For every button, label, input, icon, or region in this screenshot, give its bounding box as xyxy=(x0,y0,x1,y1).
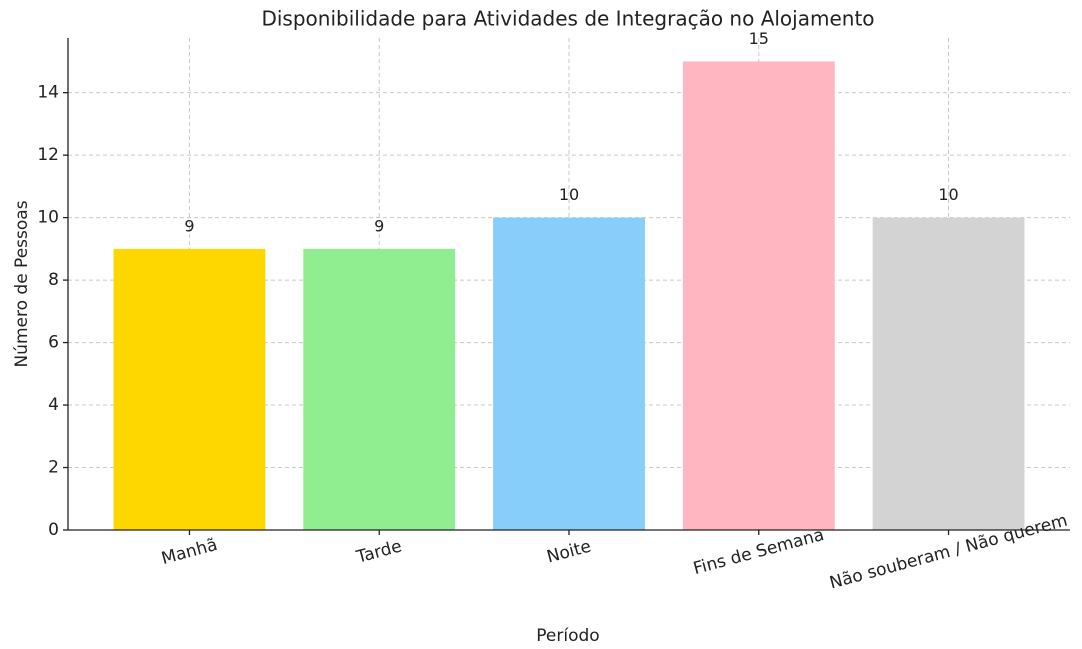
x-tick-label: Manhã xyxy=(159,535,219,569)
y-tick-label: 0 xyxy=(48,520,59,540)
data-label: 15 xyxy=(749,29,769,48)
data-label: 9 xyxy=(184,216,194,235)
y-tick-label: 8 xyxy=(48,270,59,290)
bar xyxy=(493,217,645,530)
bar xyxy=(113,248,266,530)
x-tick-label: Tarde xyxy=(353,536,404,567)
chart-title: Disponibilidade para Atividades de Integ… xyxy=(261,7,874,31)
x-axis-label: Período xyxy=(536,626,599,646)
data-label: 10 xyxy=(559,185,579,204)
y-axis-label: Número de Pessoas xyxy=(12,200,32,367)
data-label: 10 xyxy=(938,185,958,204)
y-tick-label: 12 xyxy=(37,145,59,165)
bar xyxy=(303,248,456,530)
bar xyxy=(682,61,835,531)
y-tick-label: 2 xyxy=(48,458,59,478)
y-tick-label: 14 xyxy=(37,83,59,103)
y-tick-label: 4 xyxy=(48,395,59,415)
x-tick-label: Noite xyxy=(545,537,594,568)
data-label: 9 xyxy=(374,216,384,235)
bar xyxy=(872,217,1025,530)
y-tick-label: 6 xyxy=(48,333,59,353)
y-tick-label: 10 xyxy=(37,208,59,228)
